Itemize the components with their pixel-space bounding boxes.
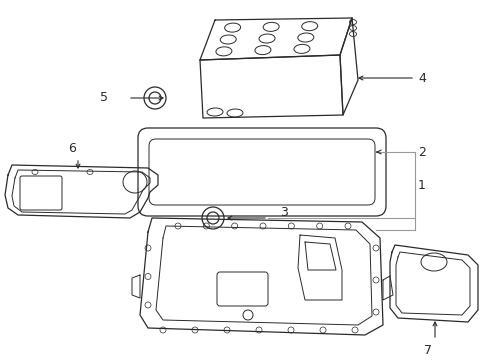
Text: 6: 6	[68, 141, 76, 154]
Text: 7: 7	[424, 343, 432, 356]
Text: 1: 1	[418, 179, 426, 192]
Text: 5: 5	[100, 90, 108, 104]
Text: 3: 3	[280, 206, 288, 219]
Text: 4: 4	[418, 72, 426, 85]
Text: 2: 2	[418, 145, 426, 158]
